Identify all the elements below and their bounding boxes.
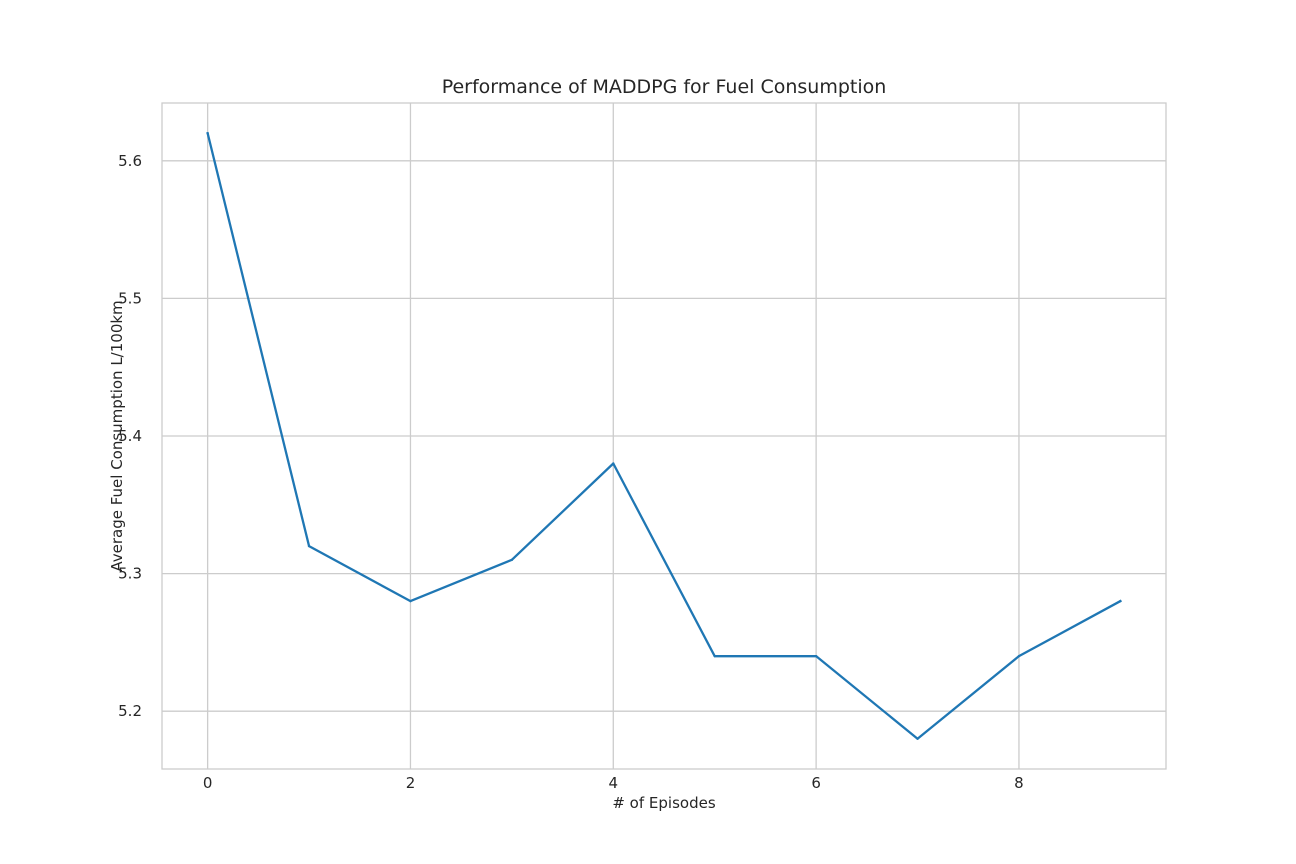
data-point-0-0 <box>206 132 209 135</box>
data-point-0-2 <box>409 599 412 603</box>
grid <box>162 103 1166 769</box>
x-tick-label-1: 2 <box>406 774 416 792</box>
series-line-0 <box>206 131 1122 740</box>
x-tick-label-0: 0 <box>203 774 213 792</box>
y-tick-label-0: 5.2 <box>118 702 142 720</box>
y-tick-label-4: 5.6 <box>118 152 142 170</box>
y-tick-label-2: 5.4 <box>118 427 142 445</box>
y-axis-label: Average Fuel Consumption L/100km <box>108 300 126 571</box>
y-tick-label-1: 5.3 <box>118 565 142 583</box>
data-point-0-6 <box>814 654 818 658</box>
data-point-0-5 <box>713 654 716 658</box>
y-tick-label-3: 5.5 <box>118 289 142 307</box>
x-tick-label-4: 8 <box>1014 774 1024 792</box>
plot-frame <box>161 102 1167 770</box>
data-point-0-9 <box>1119 599 1122 603</box>
series-layer <box>206 131 1122 740</box>
data-point-0-8 <box>1017 654 1021 658</box>
data-point-0-3 <box>510 558 514 562</box>
x-axis-label: # of Episodes <box>612 794 715 812</box>
chart-title: Performance of MADDPG for Fuel Consumpti… <box>442 76 887 98</box>
x-tick-label-2: 4 <box>609 774 619 792</box>
y-ticks: 5.2 5.3 5.4 5.5 5.6 <box>118 152 142 720</box>
data-point-0-4 <box>612 462 615 465</box>
x-tick-label-3: 6 <box>811 774 821 792</box>
data-point-0-1 <box>307 544 311 548</box>
data-point-0-7 <box>916 737 919 740</box>
x-ticks: 0 2 4 6 8 <box>203 774 1024 792</box>
